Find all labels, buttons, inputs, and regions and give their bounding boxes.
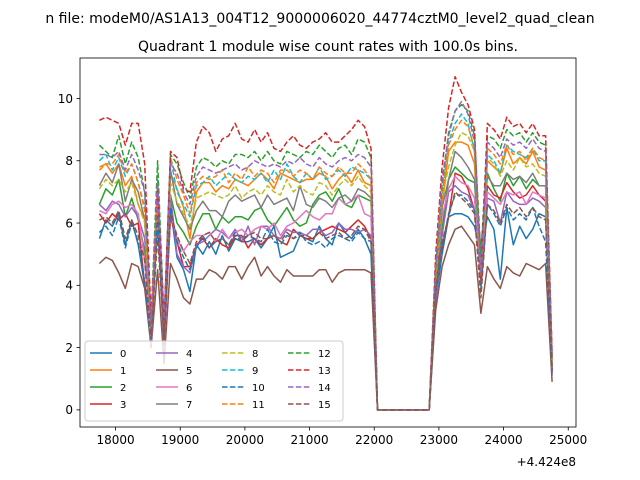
x-tick-label: 19000 xyxy=(161,433,199,447)
x-tick-label: 18000 xyxy=(96,433,134,447)
legend-label-12: 12 xyxy=(318,349,331,360)
legend-label-0: 0 xyxy=(120,349,126,360)
legend-box xyxy=(84,340,344,422)
series-line-9 xyxy=(98,113,553,411)
legend-label-4: 4 xyxy=(186,349,192,360)
x-tick-label: 25000 xyxy=(549,433,587,447)
y-tick-label: 0 xyxy=(65,403,73,417)
legend-label-8: 8 xyxy=(252,349,258,360)
legend-label-13: 13 xyxy=(318,366,331,377)
legend-label-5: 5 xyxy=(186,366,192,377)
y-tick-label: 8 xyxy=(65,154,73,168)
legend-label-9: 9 xyxy=(252,366,258,377)
series-layer xyxy=(98,75,553,411)
legend-label-14: 14 xyxy=(318,383,331,394)
legend-label-2: 2 xyxy=(120,383,126,394)
legend-label-6: 6 xyxy=(186,383,192,394)
x-axis: 18000 19000 20000 21000 22000 23000 24000 25000 xyxy=(96,427,587,447)
series-line-2 xyxy=(98,166,553,411)
axes-frame xyxy=(79,57,577,428)
legend-label-15: 15 xyxy=(318,400,331,411)
chart-title: Quadrant 1 module wise count rates with … xyxy=(138,39,518,55)
x-tick-label: 21000 xyxy=(290,433,328,447)
y-tick-label: 4 xyxy=(65,279,73,293)
y-tick-label: 10 xyxy=(58,92,73,106)
legend-label-7: 7 xyxy=(186,400,192,411)
series-line-13 xyxy=(99,75,553,411)
x-axis-offset-label: +4.424e8 xyxy=(517,455,576,469)
legend-label-10: 10 xyxy=(252,383,265,394)
y-axis: 0 2 4 6 8 10 xyxy=(58,92,80,417)
x-tick-label: 20000 xyxy=(226,433,264,447)
figure-suptitle: n file: modeM0/AS1A13_004T12_9000006020_… xyxy=(45,11,594,27)
series-line-15 xyxy=(99,191,553,411)
x-tick-label: 23000 xyxy=(420,433,458,447)
legend-label-3: 3 xyxy=(120,400,126,411)
x-tick-label: 22000 xyxy=(355,433,393,447)
y-tick-label: 2 xyxy=(65,341,73,355)
y-tick-label: 6 xyxy=(65,216,73,230)
legend-label-11: 11 xyxy=(252,400,265,411)
series-line-14 xyxy=(99,100,553,411)
series-line-5 xyxy=(98,225,553,411)
series-line-12 xyxy=(98,103,553,411)
legend-label-1: 1 xyxy=(120,366,126,377)
x-tick-label: 24000 xyxy=(484,433,522,447)
